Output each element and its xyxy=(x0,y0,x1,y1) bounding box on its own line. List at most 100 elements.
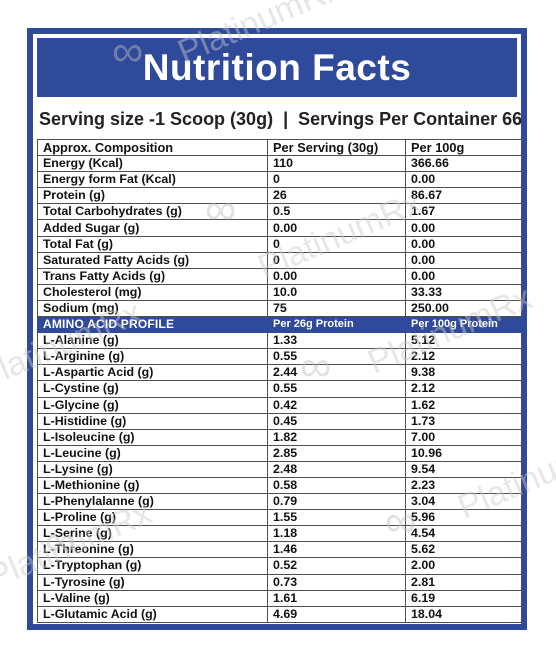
amino-acid-row: L-Threonine (g) 1.46 5.62 xyxy=(37,541,522,559)
nutrient-row: Energy (Kcal) 110 366.66 xyxy=(37,155,522,173)
amino-acid-row: L-Serine (g) 1.18 4.54 xyxy=(37,525,522,543)
cell-value-1: Per 26g Protein xyxy=(267,316,406,334)
cell-name: L-Lysine (g) xyxy=(37,460,268,478)
cell-name: L-Proline (g) xyxy=(37,509,268,527)
cell-value-2: 2.81 xyxy=(405,573,522,591)
cell-value-2: 6.19 xyxy=(405,589,522,607)
cell-value-2: 4.54 xyxy=(405,525,522,543)
cell-value-1: 0.58 xyxy=(267,476,406,495)
nutrient-row: Added Sugar (g) 0.00 0.00 xyxy=(37,219,522,237)
cell-name: L-Glutamic Acid (g) xyxy=(37,605,268,623)
cell-name: Protein (g) xyxy=(37,187,268,205)
cell-value-1: 26 xyxy=(267,187,406,205)
cell-name: AMINO ACID PROFILE xyxy=(37,316,268,334)
cell-value-1: 0.79 xyxy=(267,493,406,511)
cell-value-2: 0.00 xyxy=(405,251,522,269)
cell-name: L-Threonine (g) xyxy=(37,541,268,559)
header-composition: Approx. Composition xyxy=(37,138,268,157)
header-per-100g: Per 100g xyxy=(405,138,522,157)
cell-value-1: 1.82 xyxy=(267,428,406,446)
servings-per-container: Servings Per Container 66 xyxy=(298,108,523,129)
nutrient-row: Cholesterol (mg) 10.0 33.33 xyxy=(37,283,522,301)
header-per-serving: Per Serving (30g) xyxy=(267,138,406,157)
cell-value-1: 0.52 xyxy=(267,557,406,575)
nutrient-row: Total Fat (g) 0 0.00 xyxy=(37,235,522,253)
nutrient-row: Saturated Fatty Acids (g) 0 0.00 xyxy=(37,251,522,269)
cell-name: Total Carbohydrates (g) xyxy=(37,203,268,221)
cell-name: L-Tryptophan (g) xyxy=(37,557,268,575)
cell-name: L-Isoleucine (g) xyxy=(37,428,268,446)
amino-acid-row: L-Lysine (g) 2.48 9.54 xyxy=(37,460,522,478)
cell-name: Saturated Fatty Acids (g) xyxy=(37,251,268,269)
cell-value-2: 1.73 xyxy=(405,412,522,430)
amino-acid-row: L-Isoleucine (g) 1.82 7.00 xyxy=(37,428,522,446)
cell-value-1: 10.0 xyxy=(267,283,406,301)
cell-value-1: 0.5 xyxy=(267,203,406,221)
table-header-row: Approx. Composition Per Serving (30g) Pe… xyxy=(37,138,522,157)
amino-acid-row: L-Glutamic Acid (g) 4.69 18.04 xyxy=(37,605,522,623)
cell-value-1: 1.46 xyxy=(267,541,406,559)
cell-value-1: 0.55 xyxy=(267,380,406,398)
nutrient-row: Total Carbohydrates (g) 0.5 1.67 xyxy=(37,203,522,221)
cell-name: L-Leucine (g) xyxy=(37,444,268,462)
cell-name: L-Serine (g) xyxy=(37,525,268,543)
amino-acid-row: L-Aspartic Acid (g) 2.44 9.38 xyxy=(37,364,522,382)
cell-value-2: 366.66 xyxy=(405,155,522,173)
cell-name: L-Histidine (g) xyxy=(37,412,268,430)
cell-value-1: 0 xyxy=(267,251,406,269)
nutrient-row: Sodium (mg) 75 250.00 xyxy=(37,299,522,318)
cell-name: L-Arginine (g) xyxy=(37,348,268,366)
cell-name: Cholesterol (mg) xyxy=(37,283,268,301)
cell-value-1: 0.45 xyxy=(267,412,406,430)
cell-value-2: 9.38 xyxy=(405,364,522,382)
amino-acid-row: L-Methionine (g) 0.58 2.23 xyxy=(37,476,522,495)
nutrient-row: Protein (g) 26 86.67 xyxy=(37,187,522,205)
cell-value-1: 2.44 xyxy=(267,364,406,382)
amino-acid-row: L-Glycine (g) 0.42 1.62 xyxy=(37,396,522,414)
cell-value-2: 2.12 xyxy=(405,348,522,366)
amino-acid-row: L-Valine (g) 1.61 6.19 xyxy=(37,589,522,607)
cell-value-2: 9.54 xyxy=(405,460,522,478)
cell-value-2: 86.67 xyxy=(405,187,522,205)
title-bar: Nutrition Facts xyxy=(37,38,517,97)
cell-value-2: 250.00 xyxy=(405,299,522,318)
cell-name: Energy (Kcal) xyxy=(37,155,268,173)
cell-value-2: 0.00 xyxy=(405,171,522,189)
cell-value-2: 1.62 xyxy=(405,396,522,414)
amino-acid-row: L-Phenylalanne (g) 0.79 3.04 xyxy=(37,493,522,511)
serving-size: Serving size -1 Scoop (30g) xyxy=(39,108,274,129)
cell-value-2: 2.23 xyxy=(405,476,522,495)
amino-acid-row: L-Histidine (g) 0.45 1.73 xyxy=(37,412,522,430)
cell-value-1: 1.33 xyxy=(267,332,406,350)
nutrition-table: Approx. Composition Per Serving (30g) Pe… xyxy=(37,138,522,623)
cell-value-2: 1.67 xyxy=(405,203,522,221)
serving-separator: | xyxy=(283,108,289,129)
cell-name: Added Sugar (g) xyxy=(37,219,268,237)
cell-name: Total Fat (g) xyxy=(37,235,268,253)
amino-acid-row: L-Tyrosine (g) 0.73 2.81 xyxy=(37,573,522,591)
cell-name: L-Tyrosine (g) xyxy=(37,573,268,591)
cell-value-2: 18.04 xyxy=(405,605,522,623)
cell-value-1: 0.00 xyxy=(267,267,406,285)
cell-value-1: 1.55 xyxy=(267,509,406,527)
cell-value-1: 0 xyxy=(267,235,406,253)
amino-acid-header-row: AMINO ACID PROFILE Per 26g Protein Per 100… xyxy=(37,316,522,334)
cell-name: L-Methionine (g) xyxy=(37,476,268,495)
cell-value-1: 0.00 xyxy=(267,219,406,237)
cell-value-2: 0.00 xyxy=(405,267,522,285)
nutrient-row: Trans Fatty Acids (g) 0.00 0.00 xyxy=(37,267,522,285)
cell-value-1: 1.61 xyxy=(267,589,406,607)
cell-value-2: 5.62 xyxy=(405,541,522,559)
cell-value-1: 1.18 xyxy=(267,525,406,543)
cell-name: Energy form Fat (Kcal) xyxy=(37,171,268,189)
cell-value-1: 0 xyxy=(267,171,406,189)
cell-name: L-Aspartic Acid (g) xyxy=(37,364,268,382)
cell-value-2: 5.96 xyxy=(405,509,522,527)
cell-name: L-Alanine (g) xyxy=(37,332,268,350)
serving-info: Serving size -1 Scoop (30g) | Servings P… xyxy=(39,104,523,134)
cell-value-1: 75 xyxy=(267,299,406,318)
page-title: Nutrition Facts xyxy=(142,46,412,88)
amino-acid-row: L-Proline (g) 1.55 5.96 xyxy=(37,509,522,527)
nutrient-row: Energy form Fat (Kcal) 0 0.00 xyxy=(37,171,522,189)
amino-acid-row: L-Alanine (g) 1.33 5.12 xyxy=(37,332,522,350)
